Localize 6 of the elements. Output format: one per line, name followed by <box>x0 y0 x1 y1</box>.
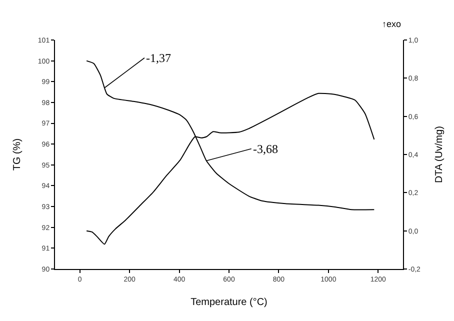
y-axis-title: TG (%) <box>12 138 23 171</box>
annotation: -1,37 <box>146 51 171 65</box>
x-axis-title: Temperature (°C) <box>190 296 268 308</box>
y2-axis-title: DTA (Uv/mg) <box>434 126 446 184</box>
text: ↑exo <box>382 19 402 29</box>
annotation: -3,68 <box>253 142 278 156</box>
